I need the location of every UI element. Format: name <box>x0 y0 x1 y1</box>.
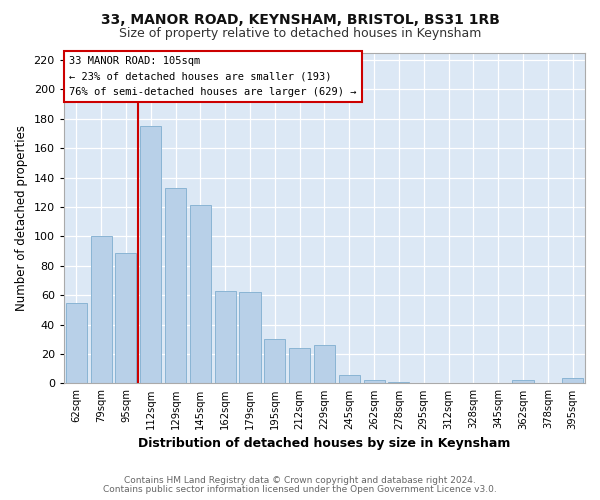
Bar <box>289 348 310 384</box>
Bar <box>65 302 87 384</box>
Bar <box>239 292 260 384</box>
Bar <box>264 340 286 384</box>
Bar <box>140 126 161 384</box>
Text: Size of property relative to detached houses in Keynsham: Size of property relative to detached ho… <box>119 28 481 40</box>
Bar <box>562 378 583 384</box>
Bar <box>338 374 360 384</box>
Text: 33, MANOR ROAD, KEYNSHAM, BRISTOL, BS31 1RB: 33, MANOR ROAD, KEYNSHAM, BRISTOL, BS31 … <box>101 12 499 26</box>
Text: Contains public sector information licensed under the Open Government Licence v3: Contains public sector information licen… <box>103 484 497 494</box>
Bar <box>512 380 533 384</box>
X-axis label: Distribution of detached houses by size in Keynsham: Distribution of detached houses by size … <box>138 437 511 450</box>
Bar <box>91 236 112 384</box>
Y-axis label: Number of detached properties: Number of detached properties <box>15 125 28 311</box>
Text: Contains HM Land Registry data © Crown copyright and database right 2024.: Contains HM Land Registry data © Crown c… <box>124 476 476 485</box>
Bar <box>314 345 335 384</box>
Bar <box>388 382 409 384</box>
Bar <box>215 291 236 384</box>
Text: 33 MANOR ROAD: 105sqm
← 23% of detached houses are smaller (193)
76% of semi-det: 33 MANOR ROAD: 105sqm ← 23% of detached … <box>69 56 356 97</box>
Bar <box>190 206 211 384</box>
Bar <box>115 252 136 384</box>
Bar <box>165 188 186 384</box>
Bar <box>364 380 385 384</box>
